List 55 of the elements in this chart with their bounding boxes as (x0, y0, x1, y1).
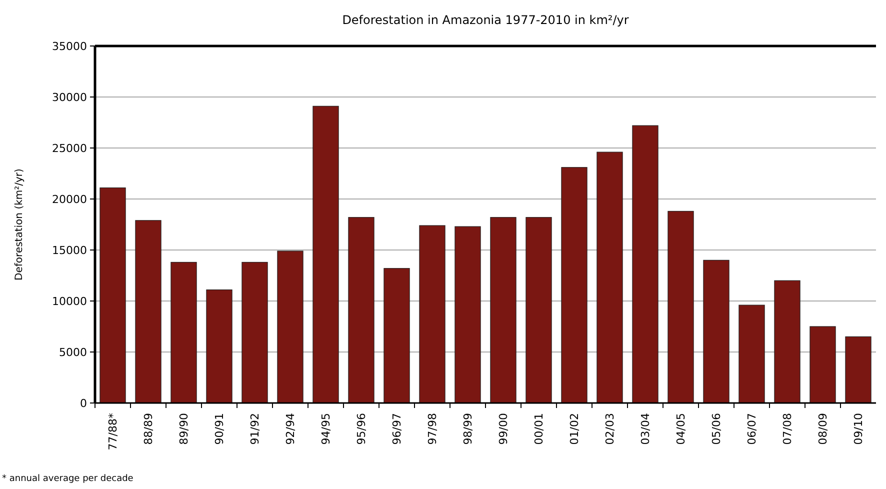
x-tick-label: 92/94 (284, 413, 298, 445)
y-tick-label: 0 (80, 396, 87, 410)
x-tick-label: 94/95 (320, 413, 333, 445)
x-tick-label: 95/96 (355, 413, 368, 445)
bar (490, 217, 516, 404)
y-tick-label: 30000 (52, 90, 87, 104)
bar (419, 225, 446, 404)
x-tick-label: 91/92 (248, 413, 262, 445)
bar (206, 289, 232, 404)
x-tick-label: 98/99 (462, 413, 475, 445)
bar (668, 210, 694, 404)
bar (277, 250, 304, 404)
x-tick-label: 90/91 (213, 413, 226, 445)
y-tick-label: 25000 (52, 142, 87, 155)
bar (312, 106, 339, 404)
bar (135, 220, 162, 404)
x-tick-label: 07/08 (781, 413, 794, 445)
bar (384, 268, 410, 404)
x-tick-label: 89/90 (178, 413, 191, 445)
x-tick-label: 97/98 (426, 413, 440, 445)
x-tick-label: 96/97 (390, 413, 404, 445)
bar (845, 336, 872, 404)
bar (526, 217, 552, 404)
bar (170, 262, 197, 404)
text: * annual average per decade (2, 474, 134, 484)
y-axis-title: Deforestation (km²/yr) (14, 168, 25, 280)
x-tick-label: 01/02 (568, 413, 582, 445)
x-tick-label: 04/05 (674, 413, 688, 445)
bar (632, 125, 658, 404)
x-tick-label: 99/00 (497, 413, 510, 445)
x-tick-label: 00/01 (532, 413, 546, 445)
y-tick-label: 20000 (52, 192, 87, 206)
bar (738, 304, 765, 404)
x-tick-label: 88/89 (142, 413, 156, 445)
x-tick-label: 02/03 (604, 413, 617, 445)
y-tick-label: 10000 (52, 294, 87, 308)
x-tick-label: 09/10 (852, 413, 866, 445)
y-tick-label: 5000 (59, 346, 87, 359)
bar (348, 217, 374, 404)
chart-title: Deforestation in Amazonia 1977-2010 in km²/yr (342, 13, 629, 27)
y-tick-label: 35000 (52, 40, 87, 53)
x-tick-label: 05/06 (710, 413, 724, 445)
y-tick-label: 15000 (52, 244, 87, 257)
bar (774, 280, 800, 404)
bar (703, 260, 730, 404)
bar (596, 152, 623, 404)
bar (454, 226, 481, 404)
bar (561, 167, 588, 404)
bar (242, 262, 268, 404)
bar (100, 187, 126, 404)
bar (810, 326, 836, 404)
x-tick-label: 77/88* (106, 412, 120, 450)
x-tick-label: 06/07 (746, 413, 759, 445)
x-tick-label: 03/04 (639, 413, 652, 445)
x-tick-label: 08/09 (816, 413, 830, 445)
